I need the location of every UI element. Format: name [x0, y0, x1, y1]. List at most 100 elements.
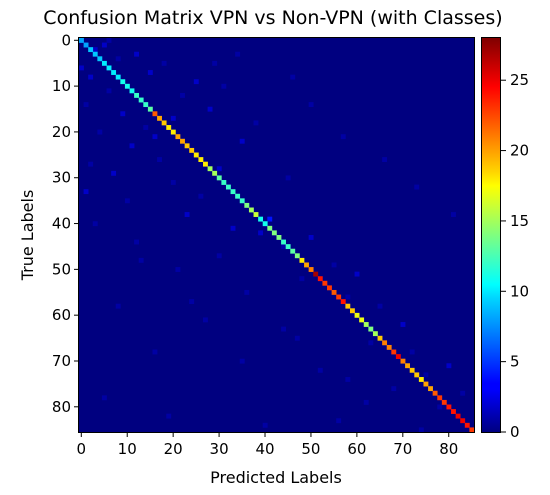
heatmap-cell	[175, 267, 181, 272]
heatmap-cell-diagonal	[83, 42, 89, 48]
heatmap-cell-diagonal	[235, 193, 241, 199]
heatmap-cell	[285, 175, 291, 181]
heatmap-cell	[170, 115, 176, 121]
heatmap-cell	[336, 418, 342, 424]
heatmap-cell-diagonal	[349, 308, 355, 314]
heatmap-frame	[78, 37, 475, 433]
heatmap-cell	[345, 377, 351, 382]
heatmap-cell	[157, 157, 162, 162]
heatmap-cell	[216, 253, 222, 259]
x-tick-label: 0	[77, 440, 87, 458]
heatmap-cell-diagonal	[377, 335, 383, 341]
heatmap-cell	[83, 189, 89, 195]
heatmap-cell	[308, 102, 314, 108]
y-tick-label: 0	[61, 31, 71, 49]
heatmap-cell-diagonal	[271, 230, 277, 236]
heatmap-cell	[115, 56, 121, 62]
heatmap-cell	[377, 303, 383, 309]
heatmap-cell	[382, 157, 388, 162]
y-tick-label: 20	[52, 123, 71, 141]
heatmap-cell-diagonal	[189, 147, 195, 153]
heatmap-cell-diagonal	[446, 404, 452, 410]
heatmap-cell-diagonal	[455, 413, 461, 419]
colorbar-tick-label: 20	[510, 142, 529, 160]
heatmap-cell-diagonal	[111, 70, 117, 75]
heatmap-cell	[120, 111, 126, 117]
heatmap-cell-diagonal	[368, 326, 374, 332]
heatmap-cell	[281, 244, 286, 250]
heatmap-cell-diagonal	[106, 65, 112, 71]
heatmap-cell-diagonal	[428, 386, 433, 392]
heatmap-cell	[262, 422, 268, 428]
heatmap-cell	[244, 289, 250, 295]
heatmap-cell-diagonal	[221, 180, 227, 185]
heatmap-cell	[239, 358, 245, 364]
heatmap-cell	[129, 143, 135, 149]
heatmap-cell	[134, 239, 140, 245]
heatmap-cell	[460, 390, 466, 396]
heatmap-cell-diagonal	[354, 312, 360, 318]
heatmap-cell	[414, 184, 420, 190]
heatmap-cell-diagonal	[147, 106, 153, 112]
heatmap-cell	[221, 83, 227, 89]
x-tick-label: 40	[255, 440, 274, 458]
heatmap-cell	[437, 404, 443, 410]
heatmap-cell-diagonal	[193, 152, 199, 158]
heatmap-cell	[299, 276, 305, 282]
heatmap-cell-diagonal	[207, 166, 213, 172]
heatmap-cell-diagonal	[372, 331, 378, 337]
heatmap-cell	[345, 294, 351, 300]
heatmap-grid	[79, 38, 475, 433]
heatmap-cell-diagonal	[166, 125, 172, 130]
heatmap-cell-diagonal	[92, 51, 98, 57]
heatmap-cell	[92, 47, 98, 53]
heatmap-cell-diagonal	[138, 97, 144, 103]
heatmap-cell-diagonal	[395, 354, 401, 359]
heatmap-cell	[184, 212, 190, 217]
colorbar-tick-label: 0	[510, 423, 520, 441]
heatmap-cell	[354, 271, 360, 277]
heatmap-cell	[317, 367, 323, 373]
heatmap-cell-diagonal	[88, 47, 94, 53]
heatmap-cell	[239, 138, 245, 144]
heatmap-cell-diagonal	[161, 120, 167, 126]
chart-title: Confusion Matrix VPN vs Non-VPN (with Cl…	[43, 7, 502, 29]
heatmap-cell	[400, 322, 406, 327]
heatmap-cell	[152, 349, 158, 355]
heatmap-cell	[147, 70, 153, 75]
colorbar-tick-label: 5	[510, 353, 520, 371]
heatmap-cell-diagonal	[97, 56, 103, 62]
heatmap-cell	[138, 257, 144, 263]
heatmap-cell-diagonal	[299, 257, 305, 263]
heatmap-cell	[124, 198, 130, 204]
heatmap-cell	[451, 212, 456, 217]
heatmap-cell-diagonal	[437, 395, 443, 401]
heatmap-cell	[83, 102, 89, 108]
heatmap-cell	[409, 349, 415, 355]
heatmap-cell-diagonal	[451, 409, 456, 414]
heatmap-cell	[170, 180, 176, 185]
heatmap-cell-diagonal	[253, 212, 259, 217]
x-tick-label: 60	[347, 440, 366, 458]
heatmap-cell	[106, 38, 112, 43]
heatmap-cell	[134, 51, 140, 57]
heatmap-cell	[331, 262, 337, 268]
heatmap-cell-diagonal	[134, 92, 140, 98]
heatmap-cell-diagonal	[143, 102, 149, 108]
heatmap-cell-diagonal	[244, 202, 250, 208]
heatmap-cell	[340, 134, 346, 140]
heatmap-cell-diagonal	[258, 216, 264, 222]
heatmap-cell-diagonal	[129, 88, 135, 94]
heatmap-cell-diagonal	[460, 418, 466, 424]
heatmap-cell-diagonal	[294, 253, 300, 259]
y-tick-label: 40	[52, 215, 71, 233]
heatmap-cell-diagonal	[225, 184, 231, 190]
heatmap-cell	[180, 92, 185, 98]
heatmap-cell-diagonal	[124, 83, 130, 89]
heatmap-cell-diagonal	[313, 271, 319, 277]
heatmap-cell	[88, 161, 94, 167]
heatmap-cell	[193, 79, 199, 85]
heatmap-cell-diagonal	[152, 111, 158, 117]
heatmap-cell-diagonal	[359, 317, 365, 323]
heatmap-cell	[198, 193, 204, 199]
